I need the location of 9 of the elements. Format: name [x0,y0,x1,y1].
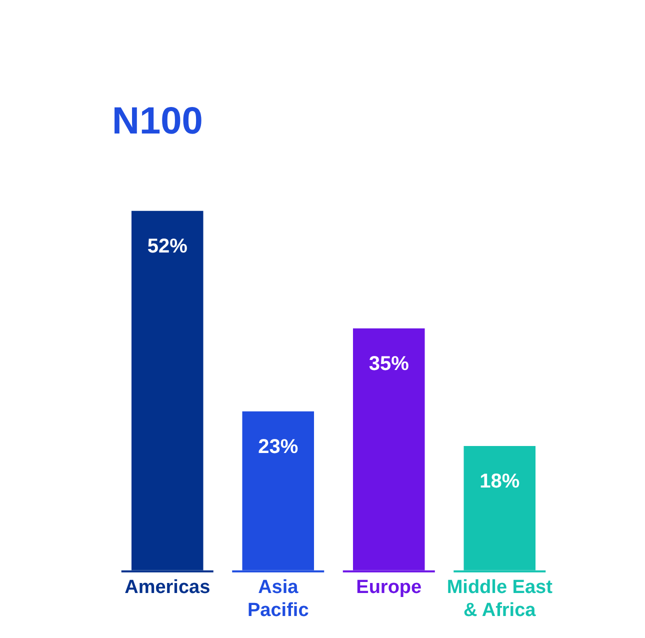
data-label: 18% [480,470,520,492]
x-tick-label: Europe [356,577,422,598]
chart-title: N100 [112,100,203,142]
x-tick-label: Americas [124,577,210,598]
x-tick-label: Asia Pacific [247,577,310,621]
data-label: 52% [147,235,188,258]
x-tick-label: Middle East & Africa [446,577,554,621]
data-label: 35% [368,352,410,375]
data-label: 23% [258,436,298,458]
